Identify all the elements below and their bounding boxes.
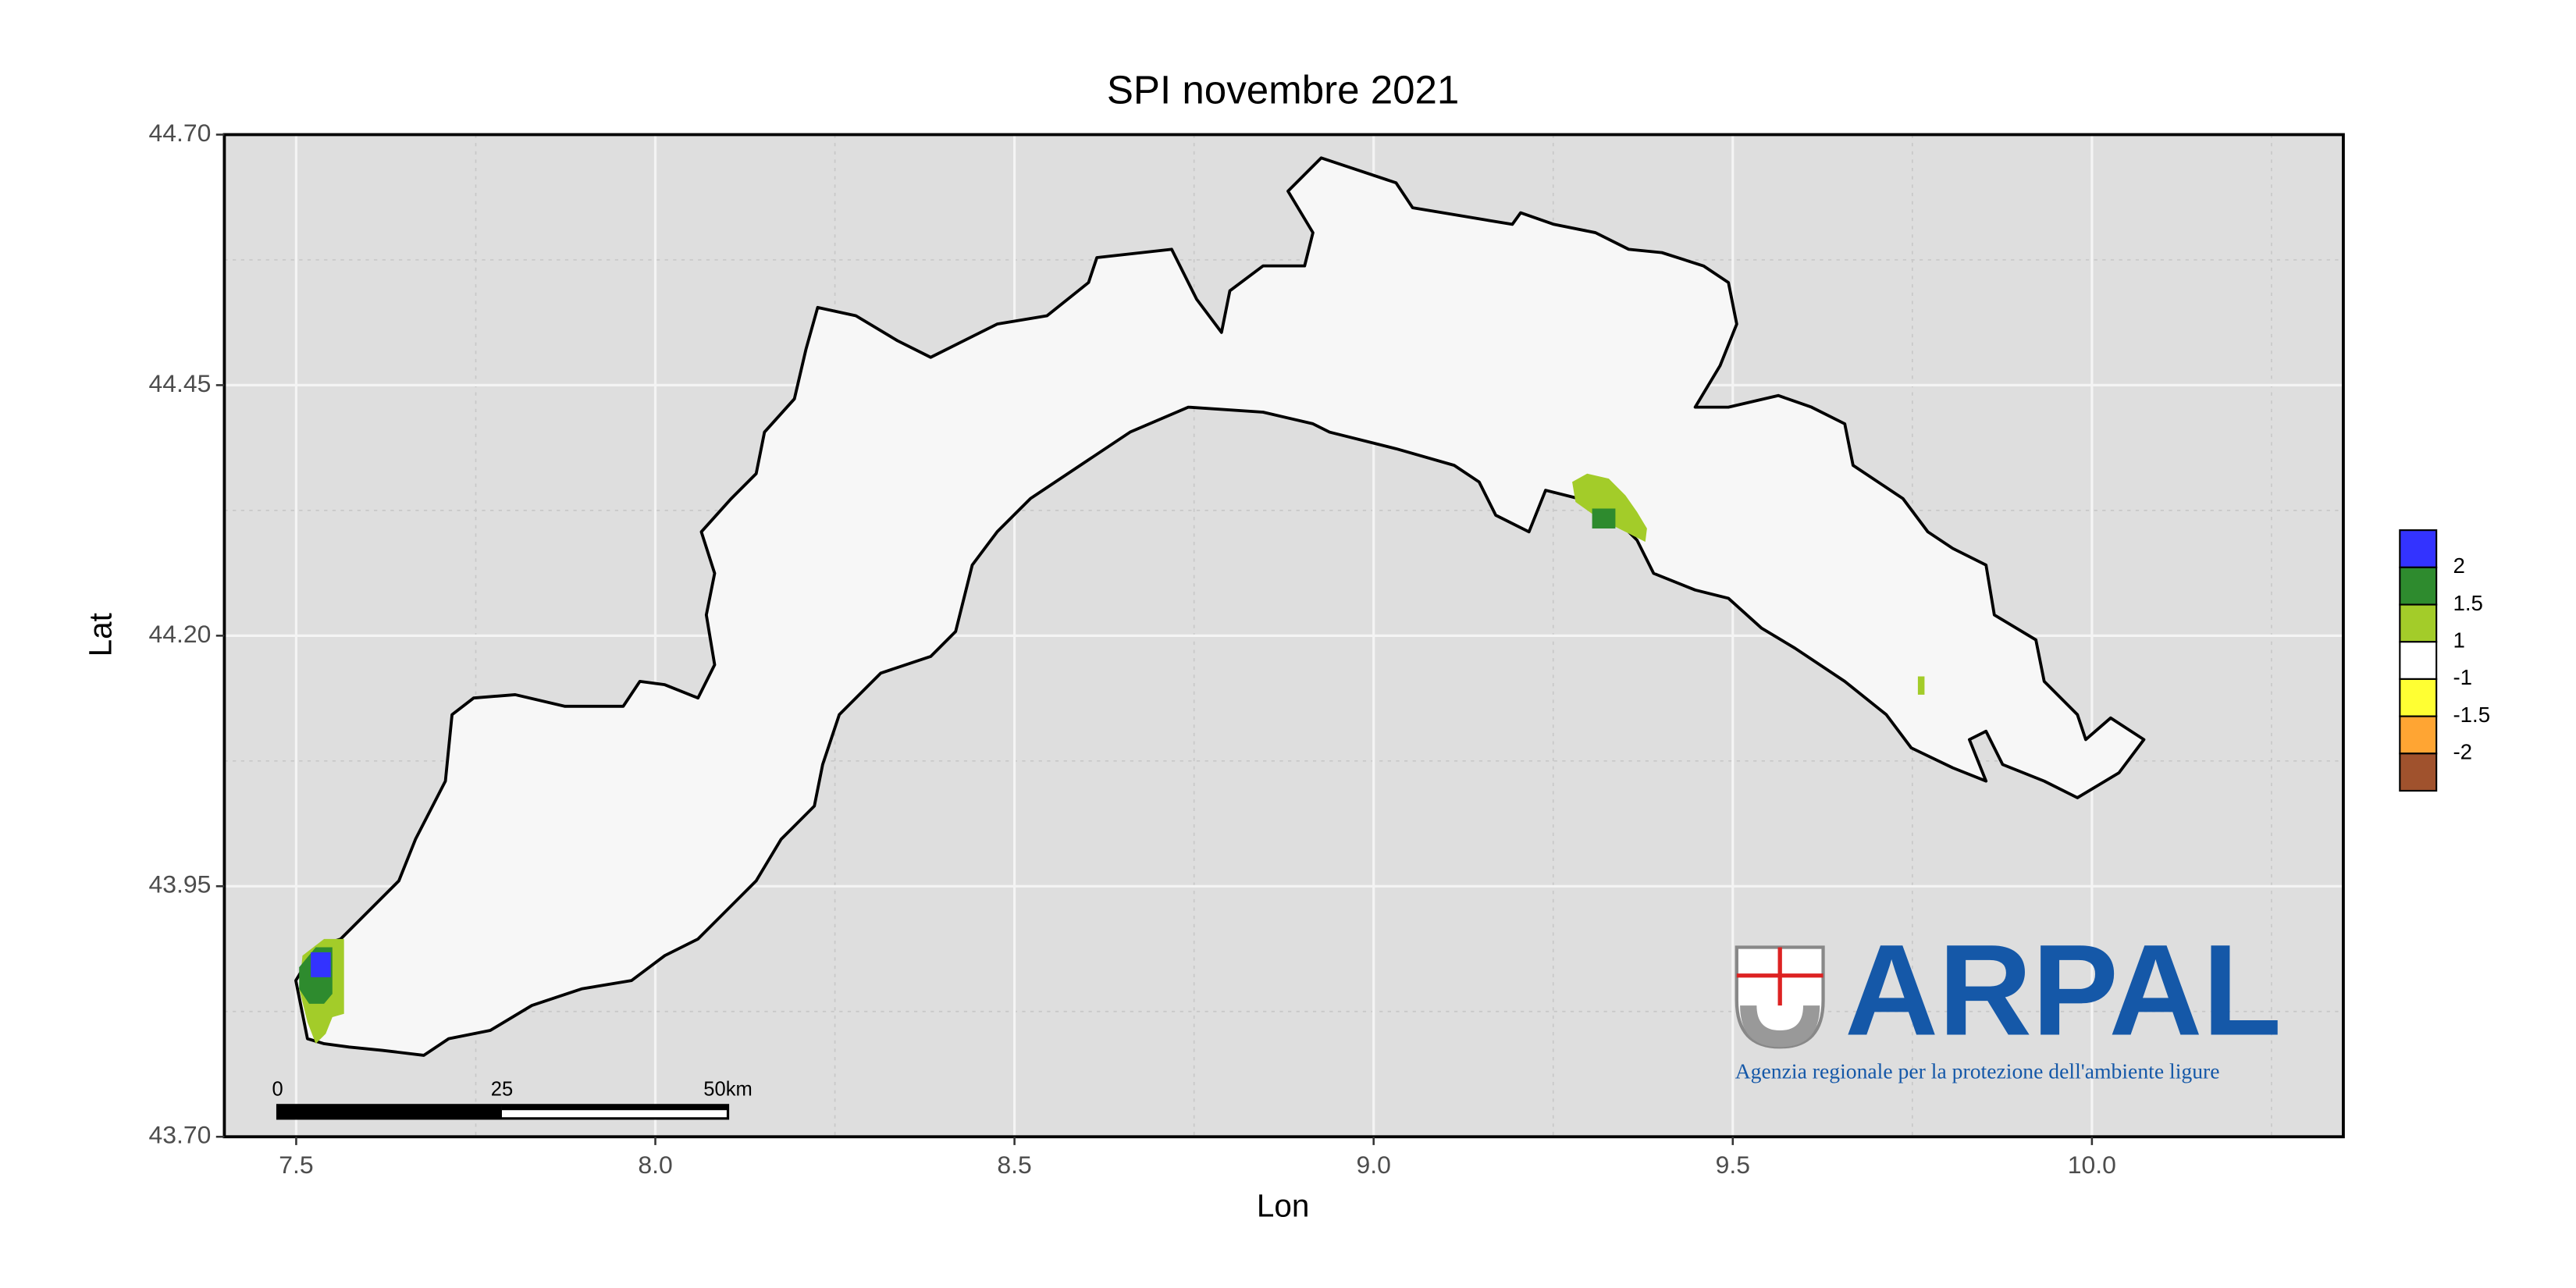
x-tick-label: 9.5 [1716, 1151, 1750, 1179]
x-tick-label: 8.0 [638, 1151, 672, 1179]
legend-swatch [2399, 566, 2438, 606]
legend-label: 1.5 [2453, 591, 2482, 615]
patch [311, 952, 331, 977]
x-tick-label: 7.5 [279, 1151, 313, 1179]
scale-bar-segment [501, 1105, 728, 1111]
x-tick-label: 8.5 [997, 1151, 1031, 1179]
y-tick-label: 44.20 [148, 620, 211, 648]
legend-swatch [2399, 641, 2438, 680]
patch [1572, 473, 1647, 543]
x-tick-label: 9.0 [1357, 1151, 1391, 1179]
legend-swatch [2399, 529, 2438, 568]
legend: 2 1.5 1 -1 -1.5 -2 [2399, 529, 2490, 792]
y-axis-title: Lat [83, 613, 119, 656]
legend-swatch [2399, 753, 2438, 792]
region-outline [294, 156, 2146, 1057]
legend-swatch [2399, 715, 2438, 755]
logo-subtitle: Agenzia regionale per la protezione dell… [1735, 1059, 2220, 1083]
scale-label: 0 [272, 1078, 283, 1100]
legend-swatch [2399, 678, 2438, 717]
scale-label: 25 [491, 1078, 513, 1100]
spi-patches [299, 473, 1925, 1044]
y-tick-label: 43.95 [148, 870, 211, 898]
legend-label: -1.5 [2453, 703, 2490, 727]
scale-bar-segment [277, 1105, 502, 1119]
legend-label: 2 [2453, 553, 2464, 578]
patch [1592, 508, 1616, 529]
y-tick-label: 43.70 [148, 1121, 211, 1149]
scale-label: 50km [703, 1078, 752, 1100]
legend-swatch [2399, 603, 2438, 643]
y-tick-label: 44.45 [148, 369, 211, 397]
x-axis-title: Lon [1257, 1187, 1309, 1223]
logo-name: ARPAL [1845, 919, 2282, 1063]
legend-label: 1 [2453, 628, 2464, 653]
x-tick-label: 10.0 [2068, 1151, 2116, 1179]
chart-title: SPI novembre 2021 [1107, 68, 1459, 112]
legend-label: -1 [2453, 665, 2472, 689]
logo: ARPAL Agenzia regionale per la protezion… [1735, 919, 2282, 1083]
scale-bar: 0 25 50km [272, 1078, 753, 1120]
y-tick-label: 44.70 [148, 119, 211, 147]
patch [1917, 676, 1925, 695]
legend-label: -2 [2453, 740, 2472, 764]
logo-arc [1740, 1005, 1820, 1048]
